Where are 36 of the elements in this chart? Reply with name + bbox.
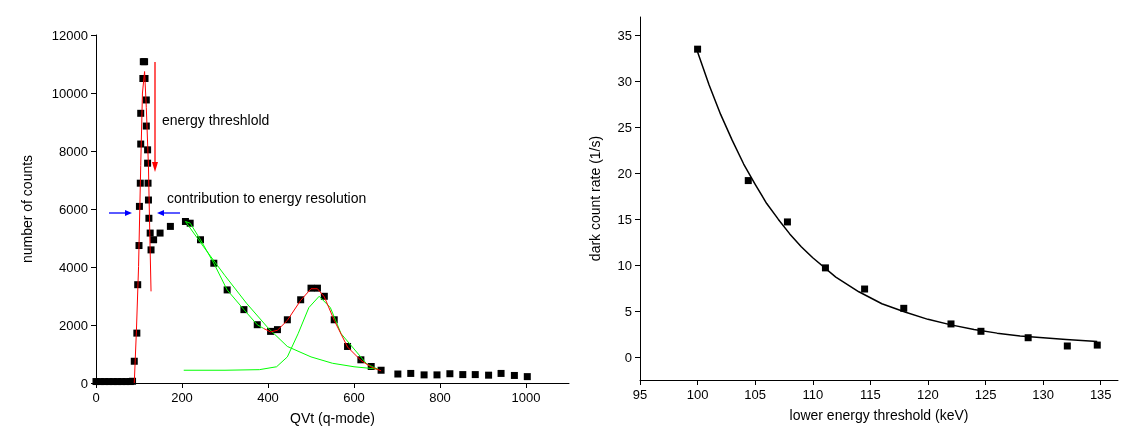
x-tick-label: 1000: [511, 390, 541, 405]
y-tick-label: 5: [624, 303, 632, 319]
x-tick-label: 135: [1089, 387, 1112, 402]
y-tick-label: 15: [617, 211, 632, 227]
x-tick-label: 400: [257, 390, 279, 405]
y-axis-title: dark count rate (1/s): [587, 135, 603, 262]
x-tick-label: 95: [632, 387, 648, 402]
x-tick-label: 125: [974, 387, 997, 402]
y-tick-label: 35: [617, 27, 632, 43]
x-tick-label: 100: [686, 387, 709, 402]
x-axis-title: lower energy threshold (keV): [789, 407, 969, 423]
y-tick-label: 12000: [51, 27, 88, 43]
y-tick-label: 6000: [59, 201, 88, 217]
x-tick-label: 600: [343, 390, 365, 405]
x-tick-label: 115: [859, 387, 881, 402]
x-tick-label: 0: [92, 390, 100, 405]
y-tick-label: 8000: [59, 143, 88, 159]
y-axis-title: number of counts: [19, 154, 35, 264]
y-tick-label: 2000: [59, 317, 88, 333]
x-tick-label: 130: [1032, 387, 1054, 402]
y-tick-label: 0: [80, 375, 88, 391]
x-tick-label: 110: [802, 387, 824, 402]
y-tick-label: 30: [617, 73, 632, 89]
y-tick-label: 0: [624, 349, 632, 365]
annotation: energy threshlold: [162, 112, 270, 128]
x-tick-label: 105: [744, 387, 767, 402]
y-tick-label: 25: [617, 119, 632, 135]
x-tick-label: 120: [917, 387, 939, 402]
y-tick-label: 10: [617, 257, 632, 273]
annotation: contribution to energy resolution: [167, 190, 367, 206]
x-axis-title: QVt (q-mode): [290, 410, 375, 426]
y-tick-label: 20: [617, 165, 632, 181]
x-tick-label: 200: [171, 390, 193, 405]
y-tick-label: 4000: [59, 259, 88, 275]
x-tick-label: 800: [429, 390, 451, 405]
y-tick-label: 10000: [51, 85, 88, 101]
